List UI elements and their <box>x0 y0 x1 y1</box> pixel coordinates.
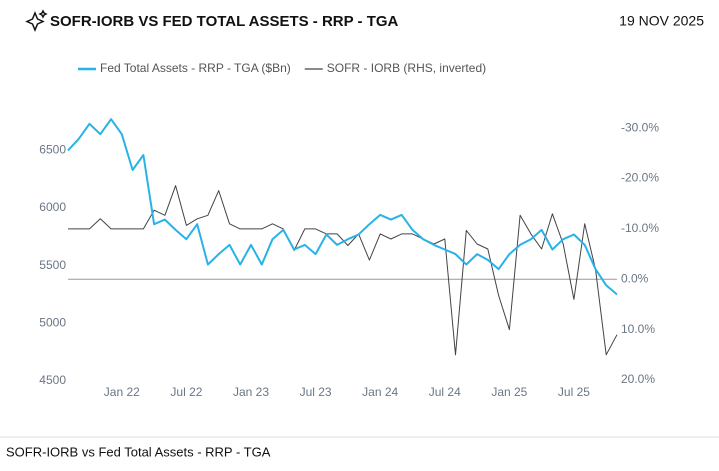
chart-title: SOFR-IORB VS FED TOTAL ASSETS - RRP - TG… <box>50 13 399 30</box>
x-tick-label: Jul 22 <box>170 385 202 399</box>
series-line <box>68 185 618 356</box>
y2-tick-label: 10.0% <box>621 322 655 336</box>
y-tick-label: 6000 <box>39 200 66 214</box>
y2-tick-label: -10.0% <box>621 221 659 235</box>
x-tick-label: Jan 23 <box>233 385 269 399</box>
x-tick-label: Jul 25 <box>558 385 590 399</box>
y-tick-label: 5500 <box>39 258 66 272</box>
x-tick-label: Jan 22 <box>104 385 140 399</box>
x-tick-label: Jan 24 <box>362 385 398 399</box>
legend-label: SOFR - IORB (RHS, inverted) <box>327 61 486 75</box>
x-tick-label: Jul 24 <box>429 385 461 399</box>
y-tick-label: 5000 <box>39 316 66 330</box>
y2-tick-label: -30.0% <box>621 120 659 134</box>
y-tick-label: 6500 <box>39 143 66 157</box>
series-line <box>67 118 618 296</box>
y2-tick-label: -20.0% <box>621 171 659 185</box>
y-tick-label: 4500 <box>39 373 66 387</box>
x-tick-label: Jul 23 <box>300 385 332 399</box>
y2-tick-label: 0.0% <box>621 271 649 285</box>
x-tick-label: Jan 25 <box>491 385 527 399</box>
sparkle-icon <box>25 9 48 32</box>
legend-label: Fed Total Assets - RRP - TGA ($Bn) <box>100 61 291 75</box>
y2-tick-label: 20.0% <box>621 372 655 386</box>
footer: SOFR-IORB vs Fed Total Assets - RRP - TG… <box>6 444 271 459</box>
chart-date: 19 NOV 2025 <box>619 13 704 29</box>
